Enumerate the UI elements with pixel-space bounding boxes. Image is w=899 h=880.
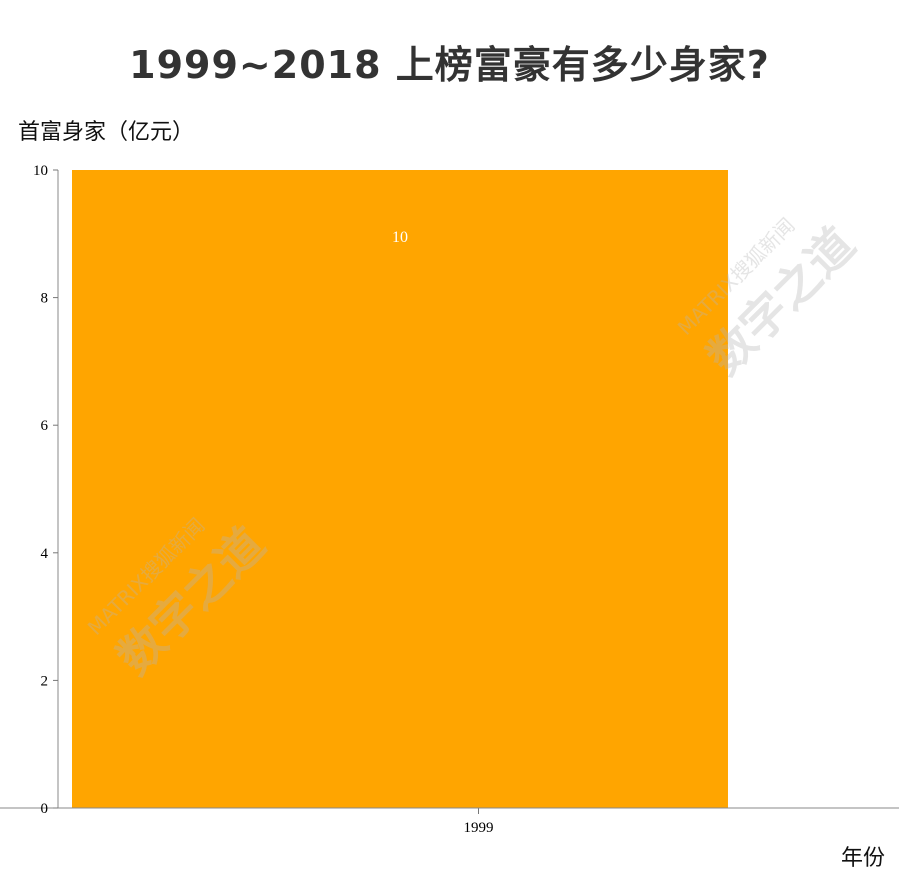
x-tick-label: 1999 bbox=[464, 820, 494, 836]
y-tick-label: 10 bbox=[33, 163, 48, 179]
y-tick-label: 0 bbox=[41, 801, 49, 817]
y-tick-label: 8 bbox=[41, 291, 49, 307]
data-label: 10 bbox=[392, 229, 408, 246]
bar-1999 bbox=[72, 170, 728, 808]
y-axis-label: 首富身家（亿元） bbox=[18, 120, 195, 145]
y-tick-label: 2 bbox=[41, 673, 49, 689]
y-tick-label: 6 bbox=[41, 418, 49, 434]
chart-title: 1999~2018 上榜富豪有多少身家? bbox=[129, 43, 770, 87]
x-axis-label: 年份 bbox=[840, 846, 885, 871]
y-tick-label: 4 bbox=[41, 546, 49, 562]
